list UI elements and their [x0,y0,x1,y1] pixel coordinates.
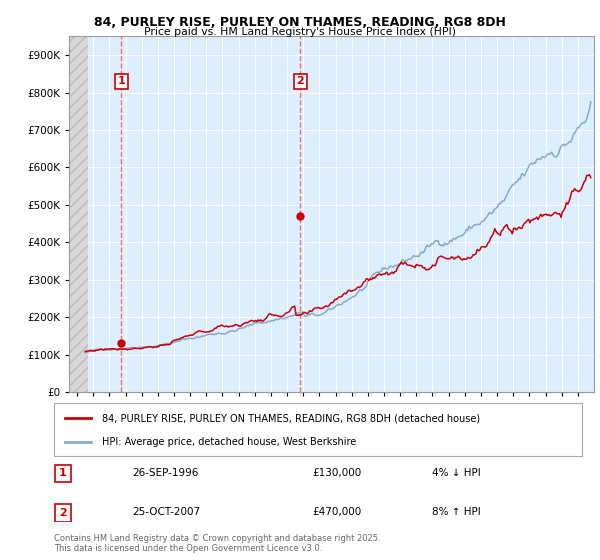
Text: £470,000: £470,000 [312,507,361,517]
Text: 4% ↓ HPI: 4% ↓ HPI [432,468,481,478]
Text: 25-OCT-2007: 25-OCT-2007 [132,507,200,517]
Text: Contains HM Land Registry data © Crown copyright and database right 2025.
This d: Contains HM Land Registry data © Crown c… [54,534,380,553]
Text: 84, PURLEY RISE, PURLEY ON THAMES, READING, RG8 8DH (detached house): 84, PURLEY RISE, PURLEY ON THAMES, READI… [101,413,479,423]
Text: £130,000: £130,000 [312,468,361,478]
Text: 84, PURLEY RISE, PURLEY ON THAMES, READING, RG8 8DH: 84, PURLEY RISE, PURLEY ON THAMES, READI… [94,16,506,29]
Text: Price paid vs. HM Land Registry's House Price Index (HPI): Price paid vs. HM Land Registry's House … [144,27,456,37]
Text: HPI: Average price, detached house, West Berkshire: HPI: Average price, detached house, West… [101,436,356,446]
FancyBboxPatch shape [55,504,71,521]
Bar [69,36,88,392]
Text: 2: 2 [59,508,67,517]
Text: 1: 1 [118,76,125,86]
FancyBboxPatch shape [55,465,71,482]
Text: 26-SEP-1996: 26-SEP-1996 [132,468,199,478]
Text: 8% ↑ HPI: 8% ↑ HPI [432,507,481,517]
FancyBboxPatch shape [54,403,582,456]
Text: 1: 1 [59,469,67,478]
Text: 2: 2 [296,76,304,86]
